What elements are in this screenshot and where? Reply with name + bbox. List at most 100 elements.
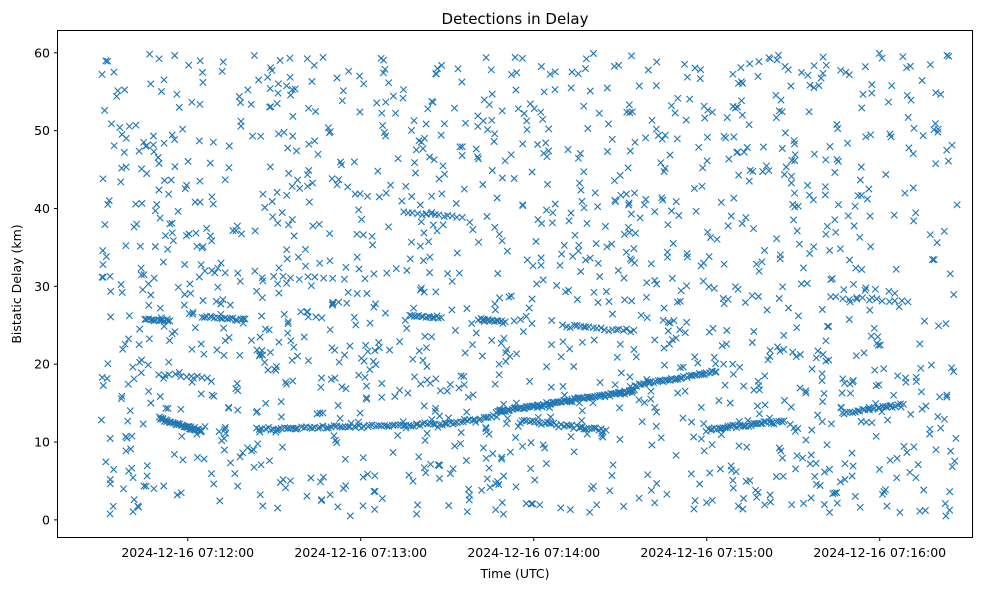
scatter-point <box>363 395 371 403</box>
scatter-point <box>885 287 893 295</box>
scatter-point <box>396 386 404 394</box>
scatter-point <box>782 163 790 171</box>
scatter-point <box>570 448 578 456</box>
scatter-point <box>448 306 456 314</box>
scatter-point <box>557 353 565 361</box>
scatter-point <box>812 459 820 467</box>
scatter-point <box>711 368 719 376</box>
scatter-point <box>435 211 443 219</box>
scatter-point <box>432 288 440 296</box>
scatter-point <box>575 399 584 407</box>
scatter-point <box>171 51 179 60</box>
scatter-point <box>160 139 168 147</box>
scatter-point <box>116 124 124 132</box>
scatter-point <box>573 295 581 304</box>
scatter-point <box>682 116 690 124</box>
scatter-point <box>469 226 477 234</box>
scatter-point <box>127 445 135 453</box>
scatter-point <box>305 166 313 175</box>
scatter-point <box>574 247 582 255</box>
scatter-point <box>364 470 372 478</box>
scatter-point <box>498 174 506 182</box>
scatter-point <box>545 147 553 155</box>
scatter-point <box>420 134 429 142</box>
scatter-point <box>401 316 409 324</box>
scatter-point <box>275 338 283 346</box>
scatter-point <box>97 416 105 424</box>
scatter-point <box>391 392 399 401</box>
scatter-point <box>664 376 672 384</box>
scatter-point <box>903 64 911 72</box>
scatter-point <box>296 184 304 192</box>
scatter-point <box>616 171 624 179</box>
scatter-point <box>664 327 672 335</box>
scatter-point <box>660 344 668 352</box>
scatter-point <box>277 413 285 421</box>
scatter-point <box>420 288 428 296</box>
scatter-point <box>326 257 334 265</box>
scatter-point <box>951 457 959 465</box>
scatter-point <box>577 394 586 402</box>
scatter-point <box>766 491 774 499</box>
scatter-point <box>534 140 542 149</box>
scatter-point <box>907 96 915 104</box>
scatter-point <box>752 486 760 494</box>
scatter-point <box>497 339 505 347</box>
scatter-point <box>577 267 585 276</box>
scatter-point <box>823 222 831 230</box>
scatter-point <box>138 165 146 173</box>
scatter-point <box>635 494 643 502</box>
scatter-point <box>269 213 277 221</box>
scatter-point <box>920 486 928 494</box>
scatter-point <box>452 199 460 208</box>
scatter-point <box>355 265 363 273</box>
scatter-point <box>862 133 870 141</box>
scatter-point <box>523 126 531 134</box>
scatter-point <box>852 264 860 272</box>
scatter-point <box>522 312 530 320</box>
scatter-point <box>407 238 416 246</box>
scatter-point <box>556 261 564 269</box>
scatter-point <box>268 197 276 206</box>
scatter-point <box>310 61 318 69</box>
scatter-point <box>458 151 466 160</box>
scatter-point <box>427 460 435 468</box>
scatter-point <box>505 293 513 301</box>
scatter-point <box>225 164 233 172</box>
scatter-point <box>448 277 456 285</box>
scatter-point <box>673 135 681 143</box>
scatter-point <box>523 117 531 125</box>
scatter-point <box>420 402 428 410</box>
scatter-point <box>236 277 244 285</box>
scatter-point <box>674 94 682 102</box>
scatter-point <box>128 464 136 472</box>
scatter-point <box>598 432 606 440</box>
scatter-point <box>353 253 361 261</box>
scatter-point <box>755 58 763 66</box>
scatter-point <box>718 342 726 350</box>
scatter-point <box>294 176 302 184</box>
scatter-point <box>502 357 510 365</box>
scatter-point <box>476 415 484 423</box>
scatter-point <box>819 69 827 77</box>
scatter-point <box>99 247 107 255</box>
scatter-point <box>708 496 716 504</box>
scatter-point <box>411 169 420 177</box>
scatter-point <box>545 125 553 133</box>
scatter-point <box>208 266 216 275</box>
scatter-point <box>690 505 698 513</box>
scatter-point <box>865 185 873 193</box>
scatter-point <box>402 182 410 190</box>
scatter-point <box>417 218 425 226</box>
scatter-point <box>643 375 651 384</box>
scatter-point <box>745 121 753 129</box>
scatter-point <box>943 51 951 59</box>
scatter-point <box>385 79 393 87</box>
scatter-point <box>810 150 818 158</box>
scatter-point <box>435 462 443 470</box>
scatter-point <box>610 62 618 70</box>
scatter-point <box>428 192 436 200</box>
scatter-point <box>825 465 834 473</box>
scatter-point <box>125 122 133 130</box>
scatter-point <box>304 273 312 281</box>
